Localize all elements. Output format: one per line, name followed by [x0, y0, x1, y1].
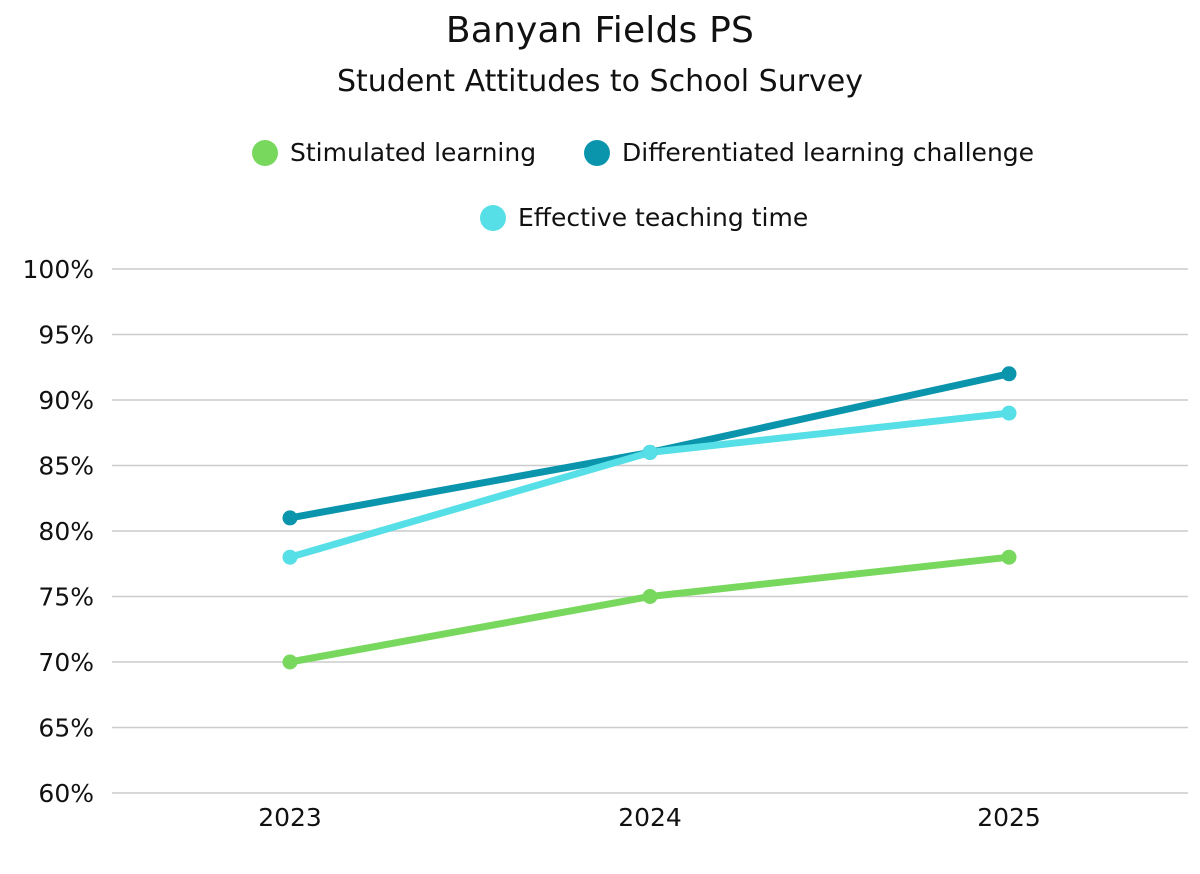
legend-label: Stimulated learning: [290, 138, 537, 167]
y-tick-label: 70%: [38, 648, 94, 677]
series-points: [282, 366, 1017, 670]
gridlines: [112, 268, 1188, 794]
y-tick-label: 90%: [38, 386, 94, 415]
series-line-effective-teaching-time: [286, 409, 1013, 561]
x-tick-label: 2023: [258, 803, 322, 832]
y-tick-label: 85%: [38, 452, 94, 481]
data-point-differentiated-learning-challenge: [1001, 366, 1017, 382]
x-tick-label: 2024: [618, 803, 682, 832]
chart-title: Banyan Fields PS: [445, 10, 755, 51]
legend-marker-icon: [480, 204, 506, 231]
y-tick-label: 65%: [38, 714, 94, 743]
legend-item-stimulated-learning: Stimulated learning: [252, 138, 536, 167]
x-axis: 2023 2024 2025: [258, 803, 1041, 832]
legend-marker-icon: [252, 139, 278, 166]
series-lines: [286, 370, 1013, 666]
y-tick-label: 75%: [38, 583, 94, 612]
legend-label: Effective teaching time: [518, 203, 809, 232]
x-tick-label: 2025: [977, 803, 1041, 832]
data-point-effective-teaching-time: [1001, 405, 1017, 421]
data-point-effective-teaching-time: [282, 549, 298, 565]
y-axis: 60% 65% 70% 75% 80% 85% 90% 95% 100%: [23, 255, 94, 808]
legend-item-effective-teaching-time: Effective teaching time: [480, 203, 808, 232]
data-point-stimulated-learning: [282, 654, 298, 670]
chart-subtitle: Student Attitudes to School Survey: [336, 64, 864, 99]
series-line-stimulated-learning: [286, 553, 1013, 666]
data-point-stimulated-learning: [642, 589, 658, 604]
data-point-effective-teaching-time: [642, 444, 658, 460]
y-tick-label: 60%: [38, 779, 94, 808]
y-tick-label: 95%: [38, 321, 94, 350]
data-point-differentiated-learning-challenge: [282, 510, 298, 526]
legend-item-differentiated-learning-challenge: Differentiated learning challenge: [584, 138, 1034, 167]
legend-label: Differentiated learning challenge: [622, 138, 1035, 167]
data-point-stimulated-learning: [1001, 549, 1017, 565]
y-tick-label: 100%: [23, 255, 94, 284]
legend-marker-icon: [584, 139, 610, 166]
y-tick-label: 80%: [38, 517, 94, 546]
